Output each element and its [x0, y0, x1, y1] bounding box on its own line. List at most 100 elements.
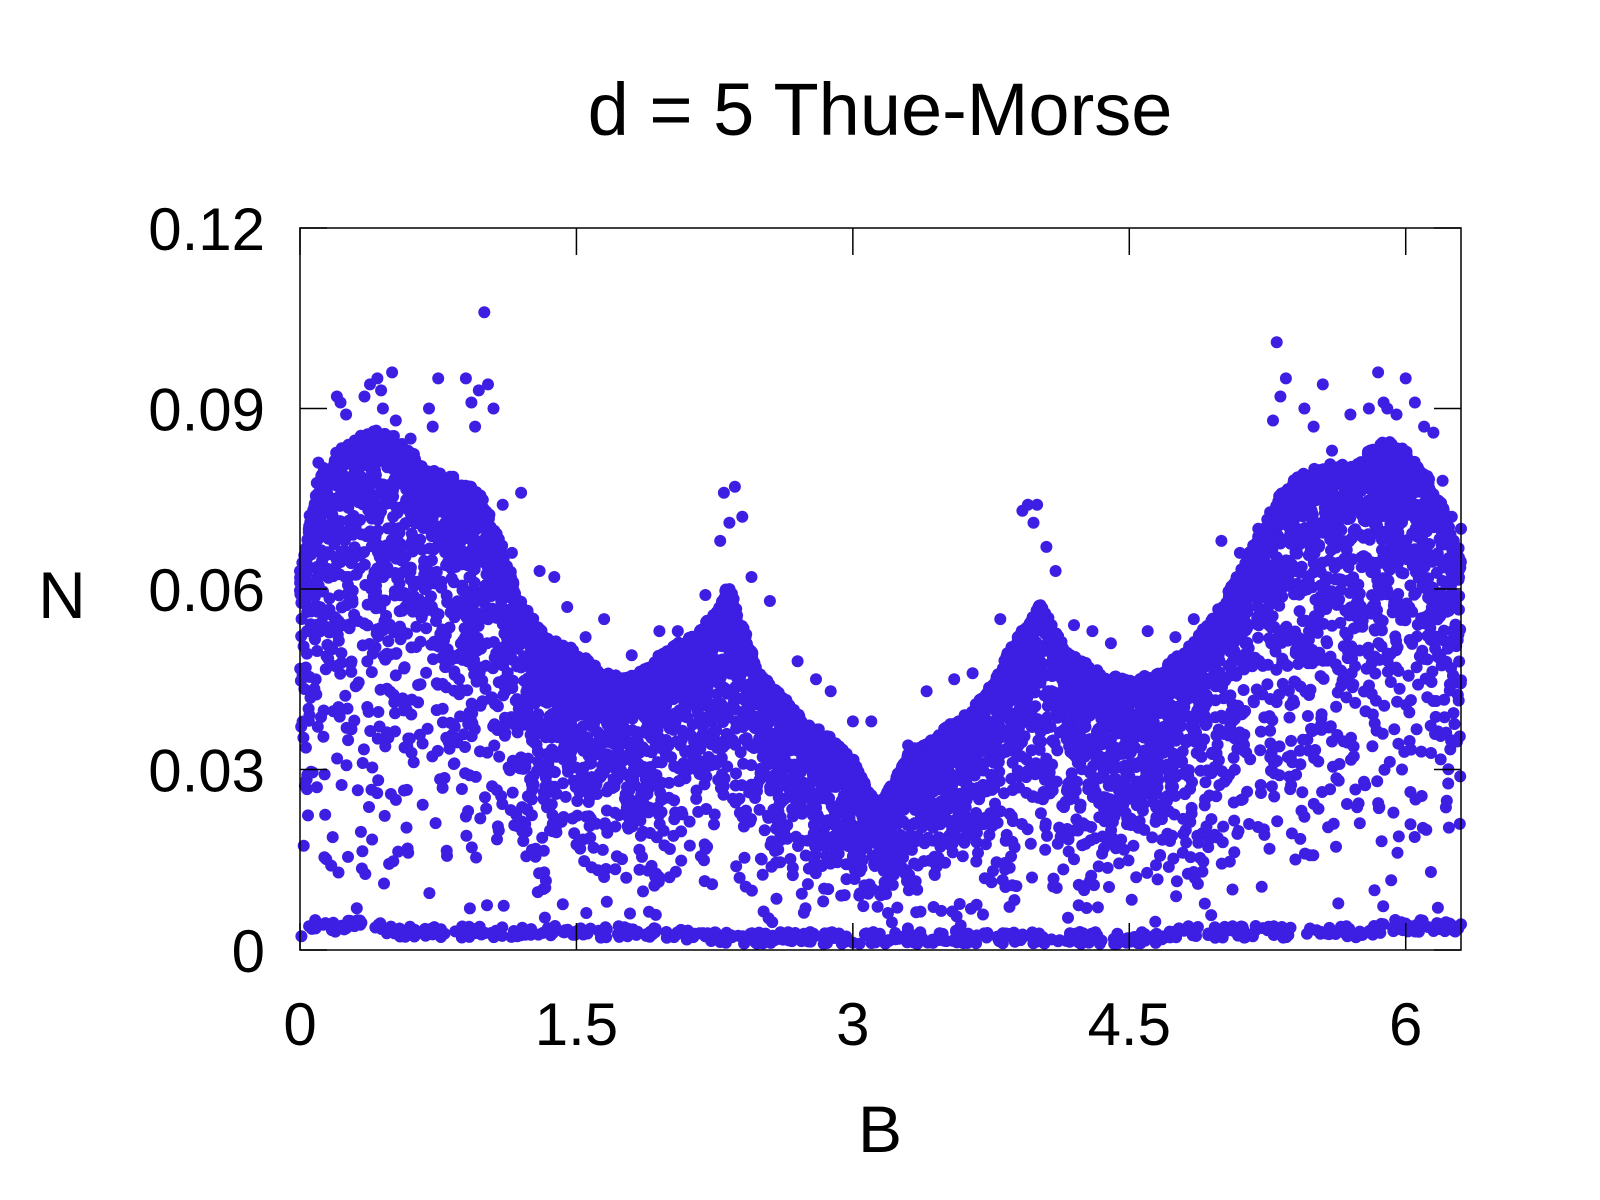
data-point: [871, 900, 884, 913]
data-point: [371, 732, 384, 745]
data-point: [1287, 694, 1300, 707]
data-point: [1041, 829, 1053, 842]
data-point: [1232, 825, 1245, 837]
data-point: [1176, 846, 1189, 859]
data-point: [511, 693, 524, 706]
data-point: [1325, 585, 1338, 598]
data-point: [729, 779, 742, 792]
data-point: [1357, 603, 1369, 616]
data-point: [706, 878, 719, 891]
data-point: [532, 708, 545, 721]
data-point: [972, 846, 984, 859]
data-point: [550, 709, 563, 722]
data-point: [970, 898, 983, 911]
data-point: [1434, 753, 1447, 766]
data-point: [1118, 843, 1130, 856]
data-point: [1265, 621, 1278, 634]
data-point: [455, 783, 468, 795]
data-point: [1281, 659, 1294, 672]
data-point: [1442, 777, 1455, 790]
data-point: [1396, 763, 1408, 776]
data-point: [786, 861, 799, 874]
data-point: [1340, 691, 1353, 704]
data-point: [730, 860, 743, 873]
data-point: [310, 781, 323, 794]
data-point: [600, 895, 613, 908]
data-point: [318, 768, 331, 781]
data-point: [568, 827, 581, 840]
data-point: [1291, 577, 1304, 590]
data-point: [1130, 871, 1143, 884]
data-point: [1080, 902, 1093, 914]
data-point: [378, 809, 391, 822]
data-point: [423, 887, 436, 900]
data-point: [470, 851, 483, 864]
data-point: [365, 666, 378, 679]
data-point: [1226, 883, 1239, 896]
data-point: [1087, 781, 1100, 794]
data-point: [1298, 810, 1311, 823]
data-point: [355, 862, 368, 875]
data-point: [364, 725, 377, 737]
data-point: [479, 682, 492, 695]
data-point: [431, 744, 444, 757]
data-point: [325, 641, 338, 654]
data-point: [1366, 600, 1379, 613]
data-point: [348, 473, 361, 486]
data-point: [609, 820, 622, 833]
data-point: [1293, 605, 1306, 618]
data-point: [1264, 724, 1277, 737]
data-point: [471, 632, 484, 644]
data-point: [1333, 758, 1346, 770]
data-point: [1316, 786, 1329, 798]
data-point: [1106, 816, 1119, 828]
data-point: [374, 683, 387, 696]
data-point: [634, 829, 647, 842]
data-point: [380, 609, 393, 622]
data-point: [322, 652, 335, 665]
data-point: [1021, 823, 1034, 836]
data-point: [357, 743, 370, 756]
data-point: [950, 910, 963, 923]
data-point: [465, 841, 478, 854]
data-point: [333, 589, 346, 602]
data-point: [341, 702, 354, 715]
data-point: [1217, 820, 1230, 833]
data-point: [496, 798, 509, 810]
data-point: [1356, 614, 1369, 627]
data-point: [400, 494, 413, 507]
data-point: [580, 810, 593, 823]
data-point: [983, 829, 996, 841]
data-point: [1386, 606, 1399, 619]
data-point: [302, 809, 314, 822]
data-point: [1384, 676, 1397, 688]
data-point: [1255, 880, 1268, 893]
data-point: [1265, 780, 1278, 793]
data-point: [758, 824, 771, 837]
data-point: [332, 866, 345, 879]
data-point: [1317, 672, 1330, 685]
data-point: [1447, 707, 1460, 720]
data-point: [392, 845, 405, 858]
data-point: [1151, 873, 1164, 886]
data-point: [608, 806, 621, 819]
data-point: [533, 867, 546, 880]
data-point: [1264, 737, 1277, 750]
data-point: [1238, 663, 1251, 676]
data-point: [1141, 866, 1154, 879]
data-point: [493, 750, 506, 763]
data-point: [557, 811, 570, 823]
data-point: [1340, 543, 1353, 556]
data-point: [817, 895, 830, 908]
data-point: [1006, 784, 1019, 796]
data-point: [1417, 581, 1430, 594]
data-point: [536, 831, 549, 844]
data-point: [1339, 604, 1352, 617]
data-point: [733, 871, 746, 884]
data-point: [1376, 727, 1389, 740]
data-point: [1328, 595, 1341, 608]
data-point: [1321, 637, 1334, 650]
data-point: [1433, 554, 1446, 567]
data-point: [1254, 744, 1267, 757]
data-point: [498, 640, 511, 653]
